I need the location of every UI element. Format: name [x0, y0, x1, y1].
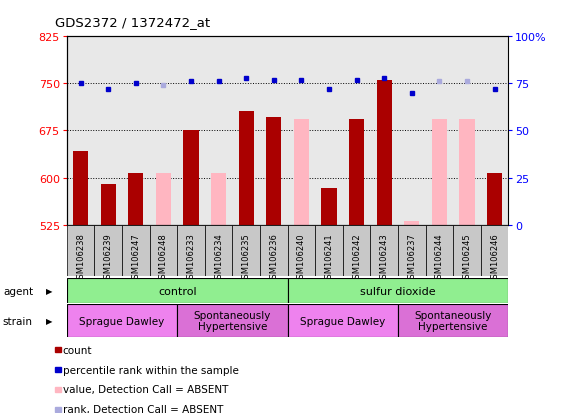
Bar [398, 225, 425, 277]
Text: ▶: ▶ [46, 316, 53, 325]
Text: sulfur dioxide: sulfur dioxide [360, 286, 436, 296]
Text: GSM106243: GSM106243 [380, 233, 389, 283]
Text: GDS2372 / 1372472_at: GDS2372 / 1372472_at [55, 16, 210, 29]
Bar [128, 174, 144, 225]
Bar [343, 225, 371, 277]
Bar [150, 225, 177, 277]
Text: Sprague Dawley: Sprague Dawley [300, 316, 385, 326]
Text: Sprague Dawley: Sprague Dawley [80, 316, 164, 326]
Bar [288, 279, 508, 304]
Bar [460, 120, 475, 225]
Bar [398, 304, 508, 337]
Bar [432, 120, 447, 225]
Text: GSM106242: GSM106242 [352, 233, 361, 283]
Bar [288, 225, 315, 277]
Bar [122, 225, 150, 277]
Bar [371, 225, 398, 277]
Bar [404, 222, 419, 225]
Bar [67, 279, 288, 304]
Bar [211, 174, 226, 225]
Text: count: count [63, 345, 92, 355]
Bar [315, 225, 343, 277]
Text: GSM106236: GSM106236 [270, 233, 278, 284]
Text: GSM106241: GSM106241 [325, 233, 333, 283]
Text: GSM106237: GSM106237 [407, 233, 416, 284]
Text: Spontaneously
Hypertensive: Spontaneously Hypertensive [193, 310, 271, 332]
Bar [260, 225, 288, 277]
Bar [101, 184, 116, 225]
Text: GSM106240: GSM106240 [297, 233, 306, 283]
Bar [232, 225, 260, 277]
Text: GSM106234: GSM106234 [214, 233, 223, 283]
Text: rank, Detection Call = ABSENT: rank, Detection Call = ABSENT [63, 404, 223, 413]
Text: control: control [158, 286, 196, 296]
Bar [177, 304, 288, 337]
Bar [376, 81, 392, 225]
Text: GSM106235: GSM106235 [242, 233, 250, 283]
Bar [266, 117, 281, 225]
Text: GSM106238: GSM106238 [76, 233, 85, 284]
Text: GSM106248: GSM106248 [159, 233, 168, 283]
Bar [177, 225, 205, 277]
Text: percentile rank within the sample: percentile rank within the sample [63, 365, 239, 375]
Text: GSM106233: GSM106233 [187, 233, 195, 284]
Bar [453, 225, 481, 277]
Bar [156, 174, 171, 225]
Text: GSM106247: GSM106247 [131, 233, 140, 283]
Bar [425, 225, 453, 277]
Text: GSM106246: GSM106246 [490, 233, 499, 283]
Text: agent: agent [3, 286, 33, 296]
Text: GSM106239: GSM106239 [104, 233, 113, 283]
Text: Spontaneously
Hypertensive: Spontaneously Hypertensive [414, 310, 492, 332]
Bar [487, 174, 502, 225]
Bar [184, 131, 199, 225]
Bar [94, 225, 122, 277]
Text: ▶: ▶ [46, 287, 53, 296]
Text: GSM106245: GSM106245 [462, 233, 471, 283]
Bar [73, 151, 88, 225]
Bar [205, 225, 232, 277]
Bar [294, 120, 309, 225]
Bar [321, 189, 336, 225]
Text: GSM106244: GSM106244 [435, 233, 444, 283]
Bar [67, 304, 177, 337]
Bar [67, 225, 94, 277]
Bar [288, 304, 398, 337]
Bar [349, 120, 364, 225]
Text: value, Detection Call = ABSENT: value, Detection Call = ABSENT [63, 385, 228, 394]
Bar [481, 225, 508, 277]
Bar [239, 112, 254, 225]
Text: strain: strain [3, 316, 33, 326]
